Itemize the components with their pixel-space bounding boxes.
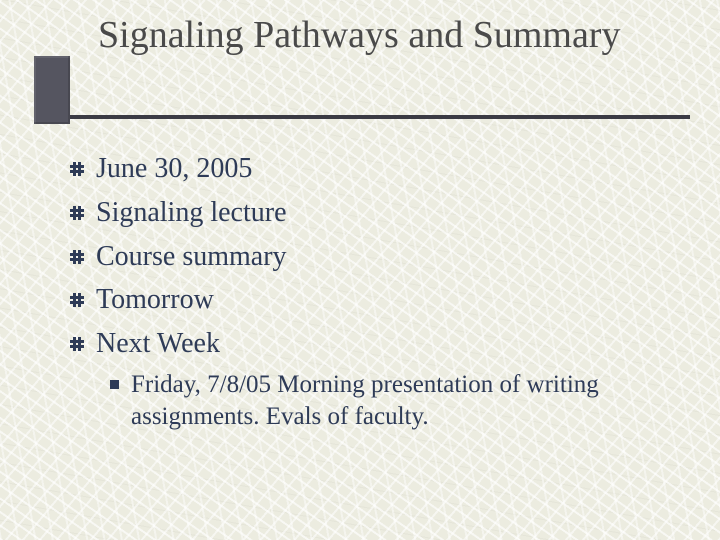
bullet-item: Course summary <box>70 238 660 276</box>
bullet-text: Tomorrow <box>96 281 214 319</box>
hash-bullet-icon <box>70 293 84 307</box>
slide-body: June 30, 2005 Signaling lecture Course s… <box>70 150 660 434</box>
slide: Signaling Pathways and Summary June 30, … <box>0 0 720 540</box>
bullet-text: June 30, 2005 <box>96 150 252 188</box>
slide-title: Signaling Pathways and Summary <box>98 14 680 58</box>
horizontal-rule <box>70 115 690 119</box>
hash-bullet-icon <box>70 337 84 351</box>
sub-bullet-text: Friday, 7/8/05 Morning presentation of w… <box>131 369 660 434</box>
sub-bullet-item: Friday, 7/8/05 Morning presentation of w… <box>110 369 660 434</box>
hash-bullet-icon <box>70 250 84 264</box>
accent-block <box>34 56 70 124</box>
bullet-item: Signaling lecture <box>70 194 660 232</box>
square-bullet-icon <box>110 380 119 389</box>
bullet-text: Next Week <box>96 325 220 363</box>
bullet-text: Signaling lecture <box>96 194 287 232</box>
bullet-item: Tomorrow <box>70 281 660 319</box>
hash-bullet-icon <box>70 206 84 220</box>
bullet-item: June 30, 2005 <box>70 150 660 188</box>
hash-bullet-icon <box>70 162 84 176</box>
bullet-item: Next Week <box>70 325 660 363</box>
bullet-text: Course summary <box>96 238 287 276</box>
